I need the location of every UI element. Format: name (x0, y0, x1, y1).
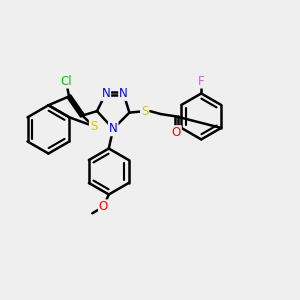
Text: S: S (90, 120, 97, 133)
Text: O: O (172, 126, 181, 139)
Text: N: N (119, 87, 128, 100)
Text: N: N (101, 87, 110, 100)
Text: Cl: Cl (60, 75, 72, 88)
Text: F: F (198, 75, 205, 88)
Text: S: S (141, 105, 148, 118)
Text: N: N (109, 122, 118, 135)
Text: O: O (99, 200, 108, 213)
